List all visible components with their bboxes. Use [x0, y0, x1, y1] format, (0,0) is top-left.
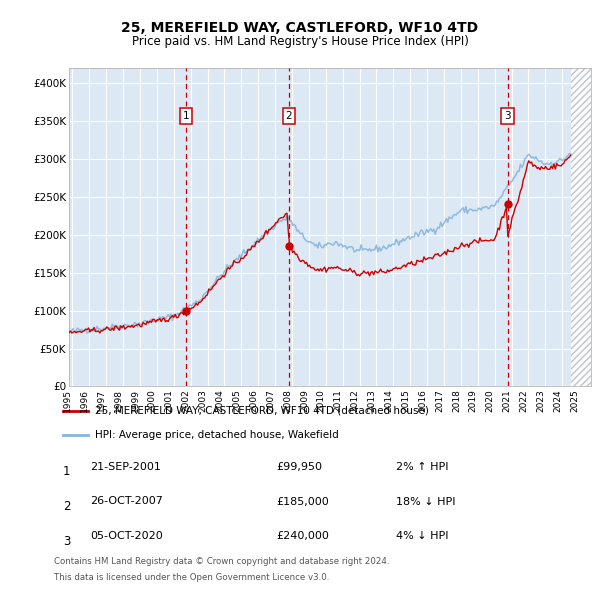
Text: 2006: 2006 [249, 389, 258, 412]
Text: 25, MEREFIELD WAY, CASTLEFORD, WF10 4TD (detached house): 25, MEREFIELD WAY, CASTLEFORD, WF10 4TD … [95, 405, 429, 415]
Text: 3: 3 [504, 111, 511, 120]
Text: 2011: 2011 [334, 389, 343, 412]
Text: 1999: 1999 [131, 389, 140, 412]
Text: 1: 1 [182, 111, 189, 120]
Text: £240,000: £240,000 [276, 532, 329, 541]
Text: 1995: 1995 [64, 389, 73, 412]
Bar [571, 68, 591, 386]
Text: 2001: 2001 [165, 389, 174, 412]
Text: 2012: 2012 [350, 389, 359, 412]
Text: 2015: 2015 [401, 389, 410, 412]
Text: 1: 1 [63, 465, 70, 478]
Text: 2005: 2005 [232, 389, 241, 412]
Text: 2022: 2022 [520, 389, 529, 412]
Text: 21-SEP-2001: 21-SEP-2001 [90, 462, 161, 471]
Text: 18% ↓ HPI: 18% ↓ HPI [396, 497, 455, 506]
Text: 2002: 2002 [182, 389, 191, 412]
Text: 2017: 2017 [435, 389, 444, 412]
Text: 25, MEREFIELD WAY, CASTLEFORD, WF10 4TD: 25, MEREFIELD WAY, CASTLEFORD, WF10 4TD [121, 21, 479, 35]
Text: £185,000: £185,000 [276, 497, 329, 506]
Text: 26-OCT-2007: 26-OCT-2007 [90, 497, 163, 506]
Text: HPI: Average price, detached house, Wakefield: HPI: Average price, detached house, Wake… [95, 430, 339, 440]
Text: 2018: 2018 [452, 389, 461, 412]
Text: 2: 2 [286, 111, 292, 120]
Text: 2021: 2021 [503, 389, 512, 412]
Text: 2010: 2010 [317, 389, 326, 412]
Text: 4% ↓ HPI: 4% ↓ HPI [396, 532, 448, 541]
Text: 2003: 2003 [199, 389, 208, 412]
Text: 2025: 2025 [570, 389, 579, 412]
Text: 2023: 2023 [536, 389, 545, 412]
Text: 1998: 1998 [114, 389, 123, 412]
Text: 2: 2 [63, 500, 70, 513]
Text: Contains HM Land Registry data © Crown copyright and database right 2024.: Contains HM Land Registry data © Crown c… [54, 557, 389, 566]
Text: 2020: 2020 [486, 389, 495, 412]
Text: 2007: 2007 [266, 389, 275, 412]
Text: 2019: 2019 [469, 389, 478, 412]
Bar [289, 68, 290, 386]
Text: This data is licensed under the Open Government Licence v3.0.: This data is licensed under the Open Gov… [54, 572, 329, 582]
Text: 2014: 2014 [385, 389, 394, 412]
Text: 3: 3 [63, 535, 70, 548]
Text: 2000: 2000 [148, 389, 157, 412]
Bar [571, 68, 591, 386]
Text: 2008: 2008 [283, 389, 292, 412]
Text: 2024: 2024 [553, 389, 562, 412]
Text: 05-OCT-2020: 05-OCT-2020 [90, 532, 163, 541]
Text: 2% ↑ HPI: 2% ↑ HPI [396, 462, 448, 471]
Bar [186, 68, 187, 386]
Text: 2016: 2016 [418, 389, 427, 412]
Text: 1996: 1996 [80, 389, 89, 412]
Text: 2004: 2004 [215, 389, 224, 412]
Text: Price paid vs. HM Land Registry's House Price Index (HPI): Price paid vs. HM Land Registry's House … [131, 35, 469, 48]
Text: 1997: 1997 [97, 389, 106, 412]
Text: 2013: 2013 [367, 389, 376, 412]
Text: £99,950: £99,950 [276, 462, 322, 471]
Text: 2009: 2009 [300, 389, 309, 412]
